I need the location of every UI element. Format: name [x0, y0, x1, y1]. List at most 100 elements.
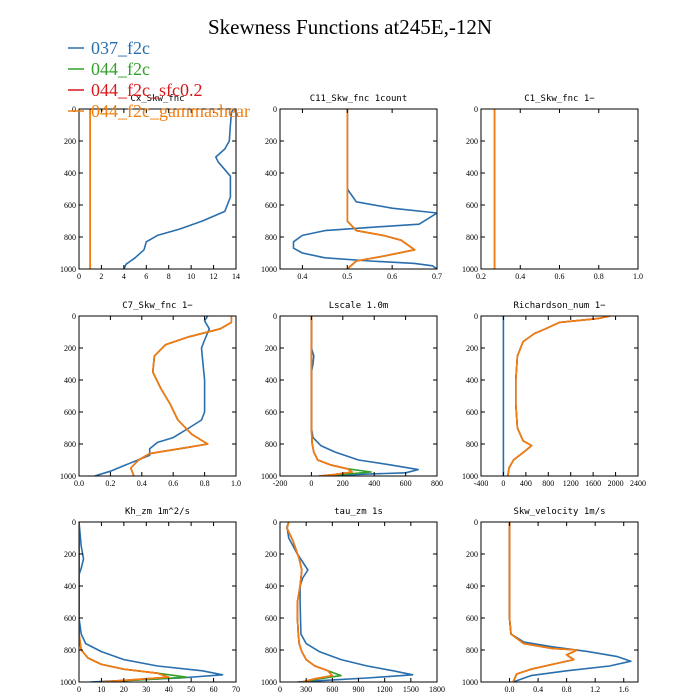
panel-title: Cx_Skw_fnc [130, 94, 184, 104]
x-tick-label: 2400 [630, 479, 646, 488]
x-tick-label: 0.7 [432, 272, 442, 281]
x-tick-label: 0.4 [137, 479, 147, 488]
series-line-037-f2c [123, 109, 235, 269]
y-tick-label: 0 [273, 105, 277, 114]
x-tick-label: 1800 [429, 685, 445, 694]
x-tick-label: 4 [122, 272, 126, 281]
y-tick-label: 200 [466, 344, 478, 353]
x-tick-label: 0.8 [562, 685, 572, 694]
legend-item: 044_f2c_gammashear [68, 101, 250, 121]
series-line-044-f2c-gammashear [507, 316, 611, 476]
y-tick-label: 200 [265, 344, 277, 353]
y-tick-label: 800 [265, 233, 277, 242]
y-tick-label: 800 [265, 646, 277, 655]
x-tick-label: 14 [232, 272, 240, 281]
y-tick-label: 800 [64, 646, 76, 655]
plot-frame [279, 108, 438, 270]
x-tick-label: 50 [187, 685, 195, 694]
y-tick-label: 800 [466, 440, 478, 449]
series-group [508, 522, 632, 682]
y-tick-label: 400 [265, 582, 277, 591]
series-group [292, 109, 437, 269]
series-line-044-f2c-gammashear [286, 522, 334, 682]
x-tick-label: 60 [210, 685, 218, 694]
series-line-037-f2c [310, 316, 419, 476]
y-tick-label: 400 [466, 169, 478, 178]
x-tick-label: 0 [278, 685, 282, 694]
legend-label: 044_f2c_gammashear [91, 101, 250, 121]
y-tick-label: 800 [466, 646, 478, 655]
series-line-044-f2c [508, 522, 579, 682]
series-line-037-f2c [292, 109, 437, 269]
x-tick-label: 300 [300, 685, 312, 694]
series-line-037-f2c [94, 316, 211, 476]
x-tick-label: 8 [167, 272, 171, 281]
y-tick-label: 400 [64, 582, 76, 591]
x-tick-label: 2000 [608, 479, 624, 488]
x-tick-label: 0 [501, 479, 505, 488]
x-tick-label: 1200 [563, 479, 579, 488]
series-group [502, 316, 611, 476]
series-line-044-f2c-gammashear [79, 522, 170, 682]
y-tick-label: 800 [64, 233, 76, 242]
y-tick-label: 600 [265, 201, 277, 210]
series-line-044-f2c [79, 522, 188, 682]
x-tick-label: 2 [99, 272, 103, 281]
x-tick-label: 0.4 [515, 272, 525, 281]
x-tick-label: 0.2 [105, 479, 115, 488]
series-line-044-f2c-sfc0-2 [508, 522, 579, 682]
x-tick-label: 1.6 [619, 685, 629, 694]
panel-title: C11_Skw_fnc 1count [310, 94, 408, 104]
series-line-044-f2c [310, 316, 372, 476]
x-tick-label: 0.2 [476, 272, 486, 281]
y-tick-label: 1000 [261, 265, 277, 274]
y-tick-label: 400 [64, 169, 76, 178]
x-tick-label: 70 [232, 685, 240, 694]
x-tick-label: 1.0 [231, 479, 241, 488]
x-tick-label: 1500 [403, 685, 419, 694]
x-tick-label: 0.8 [594, 272, 604, 281]
y-tick-label: 600 [64, 614, 76, 623]
plot-frame [78, 108, 237, 270]
series-line-044-f2c-gammashear [346, 109, 416, 269]
y-tick-label: 1000 [60, 678, 76, 687]
y-tick-label: 1000 [261, 472, 277, 481]
x-tick-label: 20 [120, 685, 128, 694]
panel-3: C1_Skw_fnc 1− 0.2 0.4 0.6 0.8 1.0 0 200 400 600 80… [462, 94, 643, 281]
x-tick-label: 0 [309, 479, 313, 488]
series-line-037-f2c [79, 522, 224, 682]
x-tick-label: 30 [142, 685, 150, 694]
legend-item: 037_f2c [68, 38, 150, 58]
panel-7: Kh_zm 1m^2/s 0 10 20 30 40 50 60 70 0 200 400 600 800… [60, 507, 240, 694]
y-tick-label: 600 [466, 614, 478, 623]
legend-label: 037_f2c [91, 38, 150, 58]
x-tick-label: 0.6 [555, 272, 565, 281]
x-tick-label: -200 [273, 479, 288, 488]
y-tick-label: 600 [466, 408, 478, 417]
x-tick-label: 0.0 [505, 685, 515, 694]
y-tick-label: 200 [64, 344, 76, 353]
y-tick-label: 200 [64, 137, 76, 146]
y-tick-label: 600 [64, 408, 76, 417]
y-tick-label: 400 [466, 582, 478, 591]
x-tick-label: 0 [77, 685, 81, 694]
x-tick-label: 900 [353, 685, 365, 694]
y-tick-label: 200 [466, 550, 478, 559]
series-line-044-f2c-sfc0-2 [79, 522, 170, 682]
y-tick-label: 400 [64, 376, 76, 385]
plot-frame [279, 521, 438, 683]
x-tick-label: 200 [337, 479, 349, 488]
legend-label: 044_f2c [91, 59, 150, 79]
y-tick-label: 600 [64, 201, 76, 210]
figure-title: Skewness Functions at245E,-12N [208, 15, 492, 39]
series-line-044-f2c-gammashear [508, 522, 579, 682]
x-tick-label: 10 [187, 272, 195, 281]
legend-item: 044_f2c [68, 59, 150, 79]
panel-9: Skw_velocity 1m/s 0.0 0.4 0.8 1.2 1.6 0 200 400 6… [462, 507, 639, 694]
x-tick-label: 0.4 [297, 272, 307, 281]
panel-6: Richardson_num 1−-400 0 400 800 1200 1600 2000… [462, 301, 646, 488]
series-group [94, 316, 233, 476]
series-line-044-f2c-sfc0-2 [346, 109, 416, 269]
y-tick-label: 0 [273, 518, 277, 527]
